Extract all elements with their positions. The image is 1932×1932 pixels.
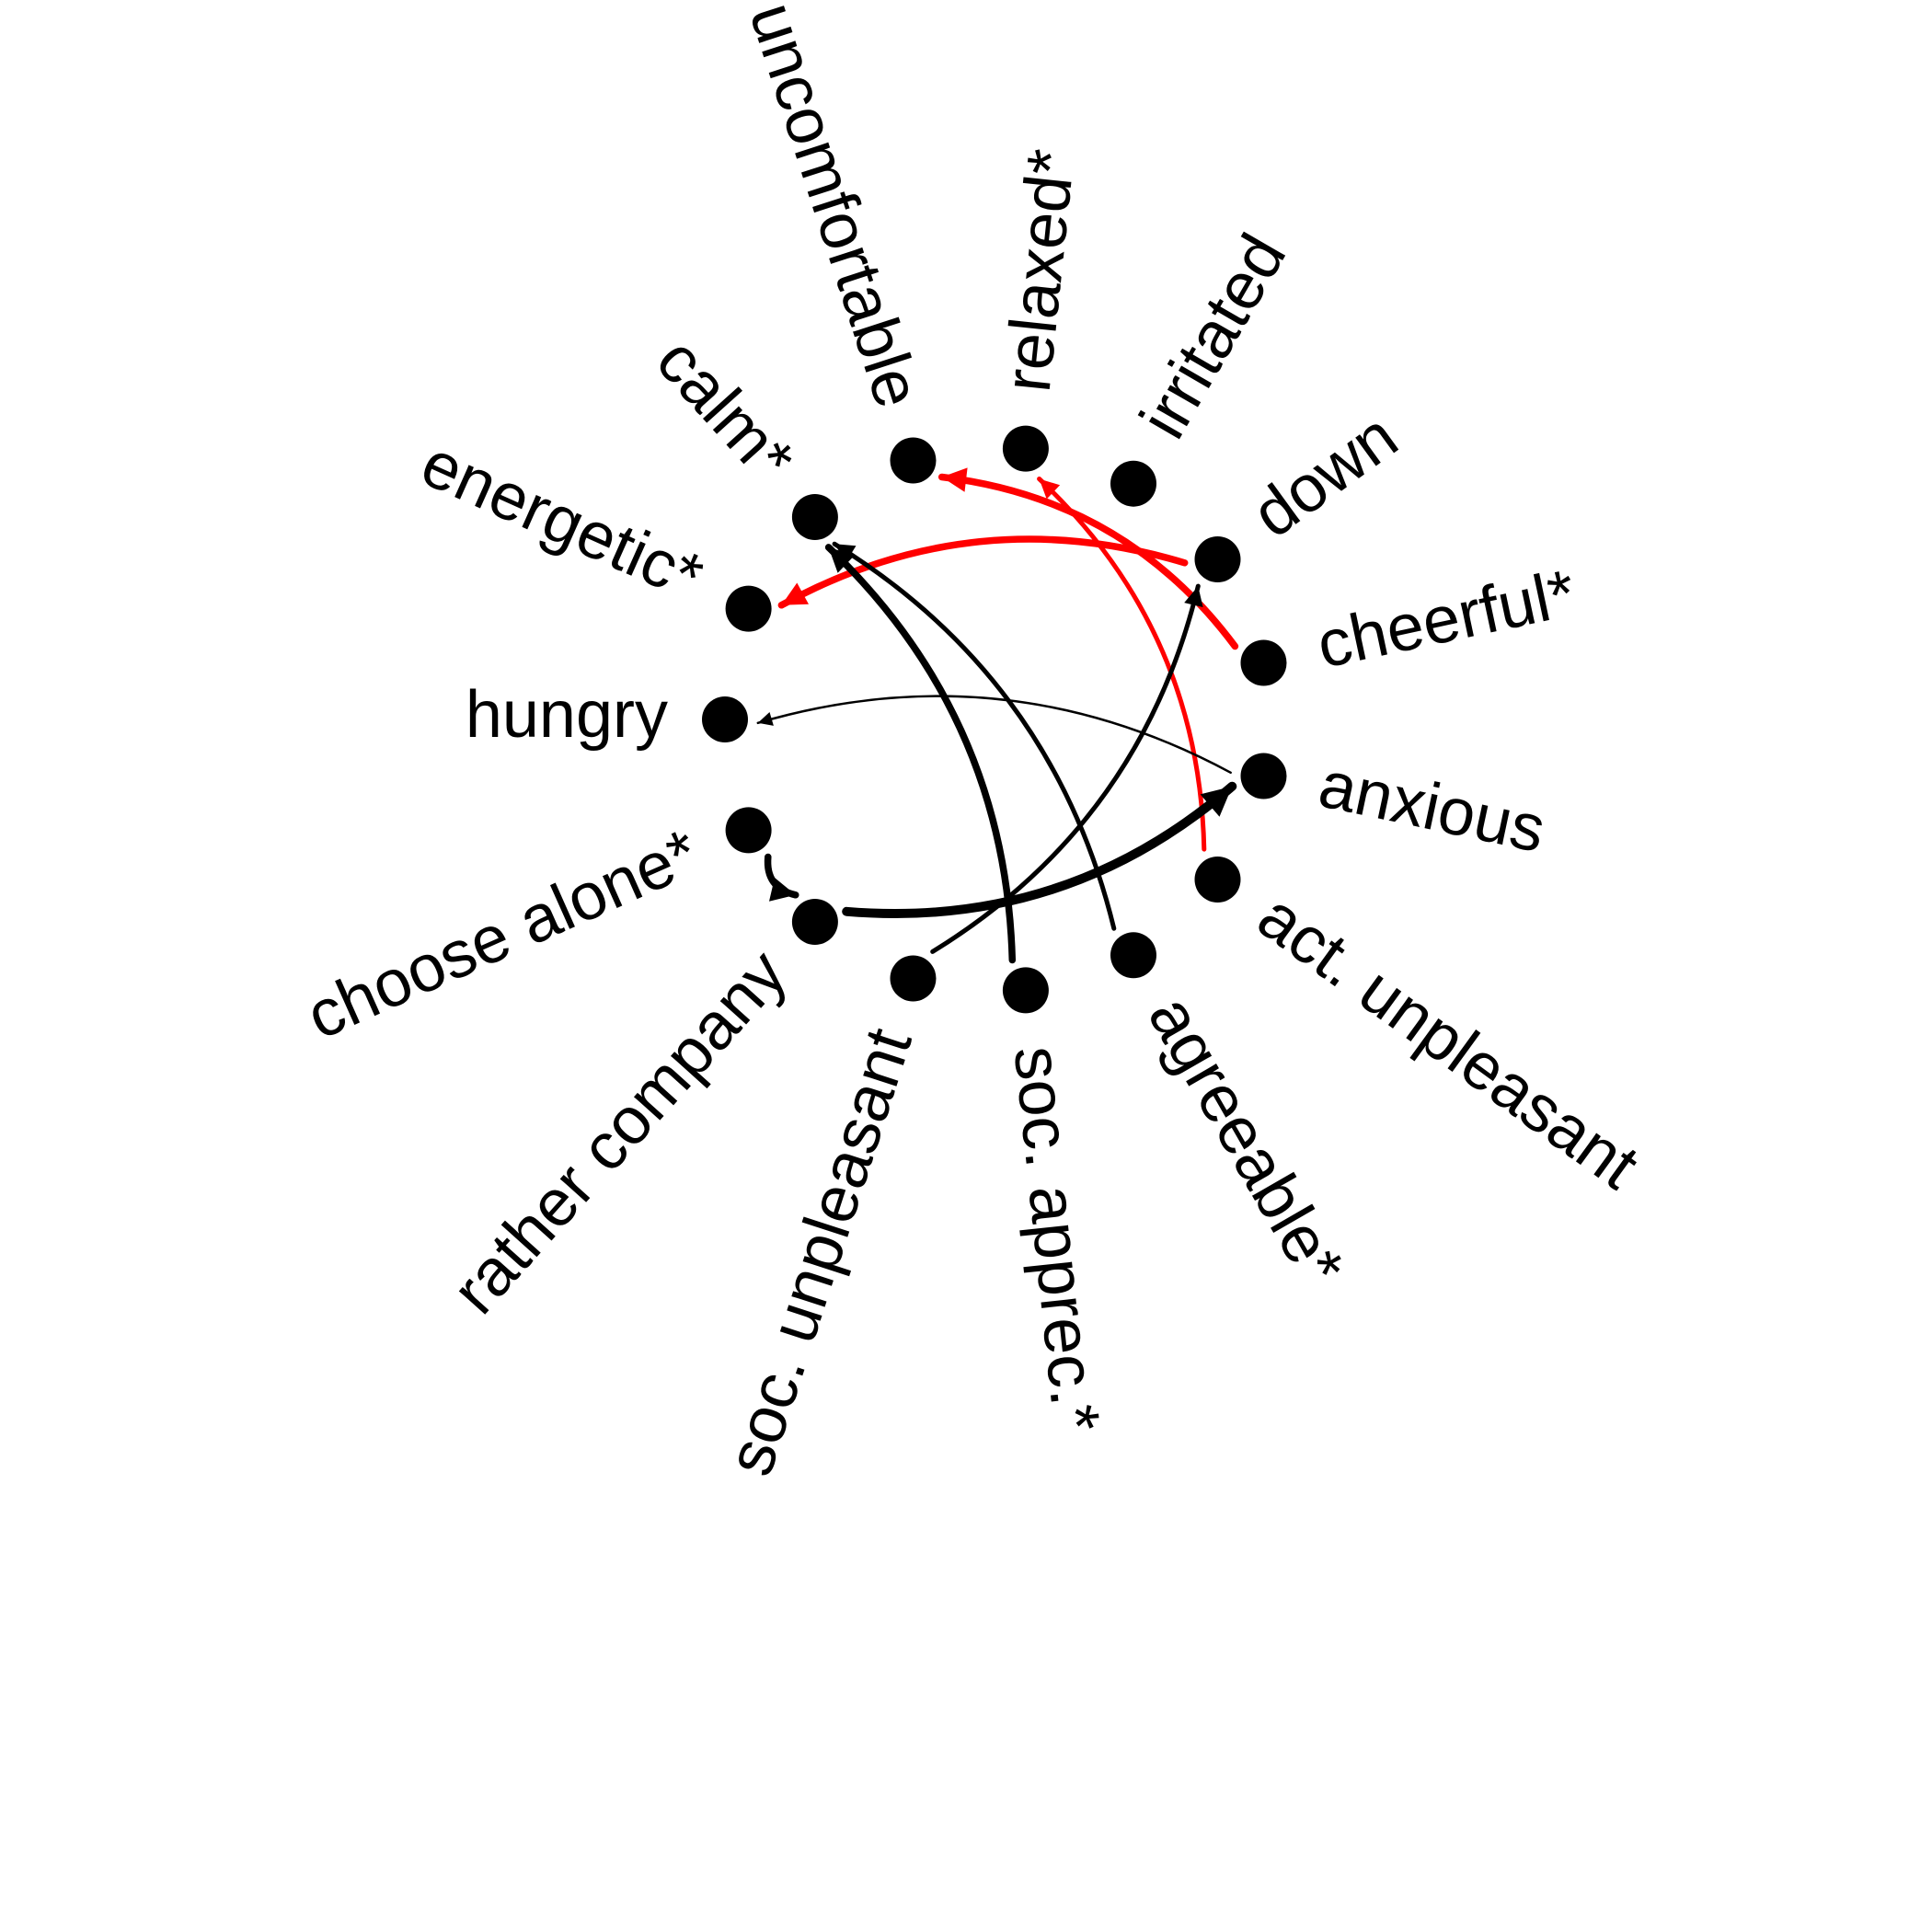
edge-line: [824, 544, 1017, 964]
label-irritated: irritated: [1126, 223, 1300, 451]
node-agreeable: [1110, 932, 1156, 979]
edge-line: [842, 781, 1237, 918]
node-rather_company: [791, 899, 838, 945]
arrowhead: [781, 582, 809, 605]
arrowhead: [757, 712, 774, 726]
node-cheerful: [1240, 639, 1287, 686]
edge-line: [930, 583, 1201, 954]
node-soc_apprec: [1002, 967, 1049, 1014]
edge-line: [832, 541, 1117, 931]
edge-act_unpleasant-to-relaxed: [1037, 477, 1207, 852]
node-act_unpleasant: [1194, 857, 1241, 903]
edges-layer: [756, 467, 1239, 964]
edge-line: [1037, 477, 1207, 852]
node-anxious: [1240, 753, 1287, 799]
arrowhead: [1200, 786, 1233, 817]
arrowhead: [769, 878, 796, 902]
arrowhead: [1039, 478, 1061, 500]
edge-line: [756, 695, 1232, 775]
label-rather_company: rather company: [438, 937, 800, 1328]
labels-layer: uncomfortable relaxed* irritateddowncheerf…: [296, 0, 1651, 1484]
edge-rather_company-to-anxious: [842, 781, 1237, 918]
arrowhead: [1184, 586, 1203, 607]
label-uncomfortable: uncomfortable: [735, 0, 935, 416]
label-agreeable: agreeable*: [1134, 984, 1358, 1299]
label-soc_unpleasant: soc. unpleasant: [713, 1020, 926, 1484]
node-soc_unpleasant: [890, 955, 937, 1002]
edge-down-to-energetic: [777, 535, 1189, 609]
arrowhead: [834, 544, 857, 563]
label-cheerful: cheerful*: [1311, 557, 1582, 683]
node-hungry: [702, 696, 748, 742]
edge-cheerful-to-uncomfortable: [937, 467, 1239, 650]
nodes-layer: [702, 425, 1287, 1014]
label-hungry: hungry: [466, 678, 668, 752]
node-irritated: [1110, 460, 1156, 507]
edge-line: [937, 473, 1239, 650]
node-calm: [791, 494, 838, 540]
label-soc_apprec: soc. apprec.*: [1000, 1042, 1113, 1434]
label-calm: calm*: [642, 324, 808, 496]
label-choose_alone: choose alone*: [296, 816, 709, 1054]
node-choose_alone: [725, 807, 772, 854]
label-down: down: [1239, 399, 1410, 552]
label-energetic: energetic*: [411, 426, 714, 615]
edge-line: [777, 535, 1189, 609]
label-act_unpleasant: act. unpleasant: [1245, 880, 1651, 1203]
edge-agreeable-to-calm: [832, 541, 1117, 931]
node-uncomfortable: [890, 437, 937, 484]
node-energetic: [725, 585, 772, 632]
label-anxious: anxious: [1313, 747, 1551, 867]
edge-soc_unpleasant-to-down: [930, 583, 1203, 954]
edge-choose_alone-to-rather_company: [764, 853, 799, 902]
arrowhead: [941, 467, 968, 492]
edge-anxious-to-hungry: [756, 695, 1232, 775]
node-relaxed: [1002, 425, 1049, 472]
node-down: [1194, 536, 1241, 582]
label-relaxed: relaxed*: [991, 146, 1089, 396]
